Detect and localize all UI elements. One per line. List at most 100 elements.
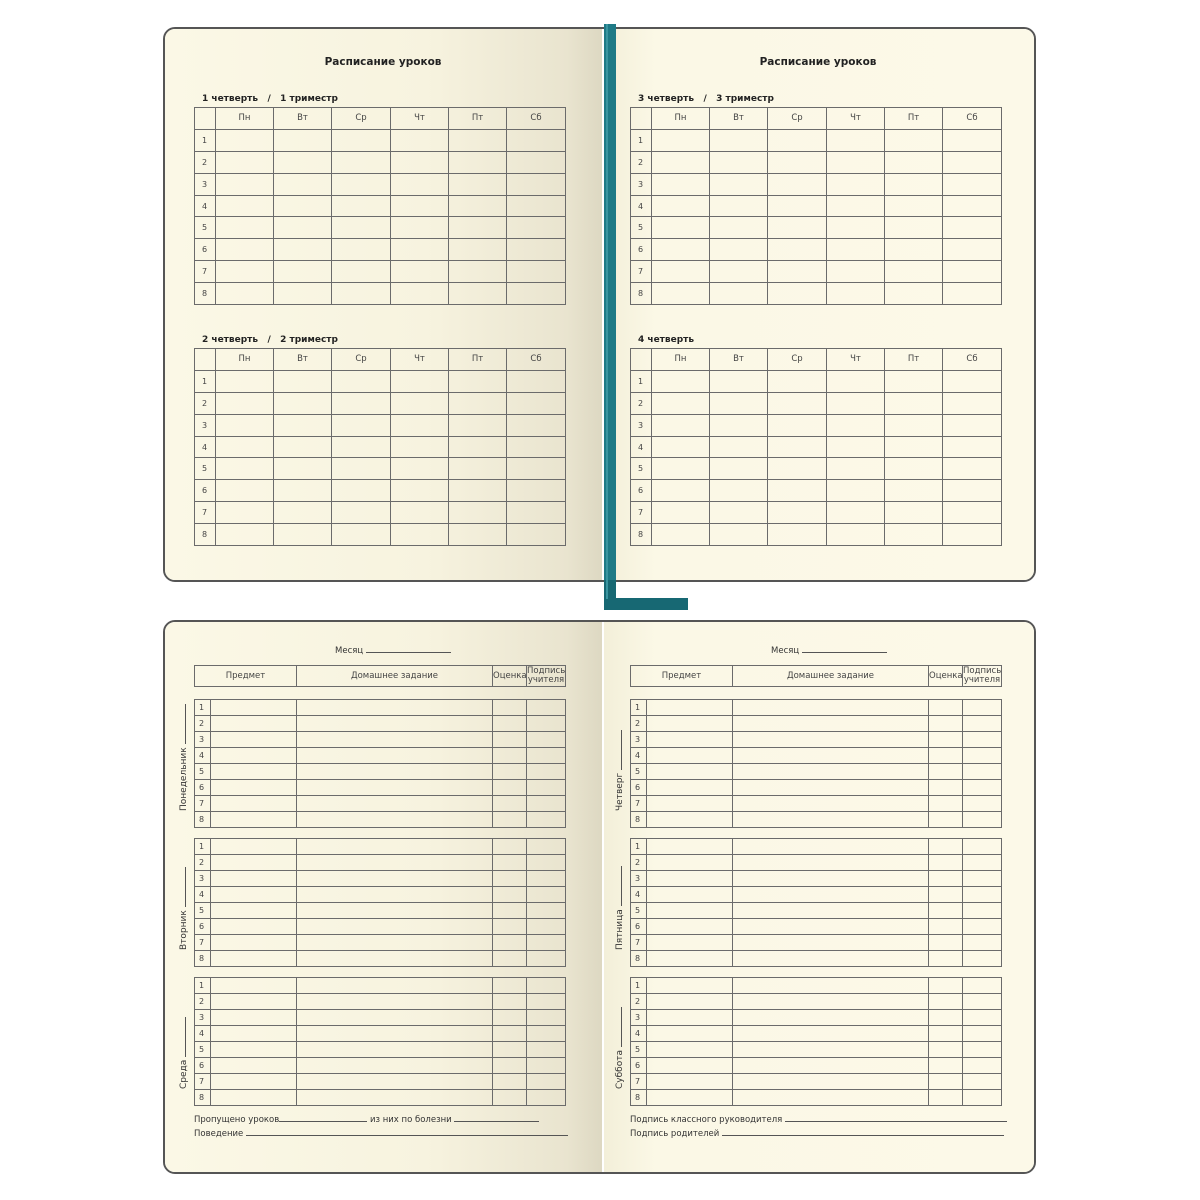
teacher-signature-cell[interactable] [526, 1089, 566, 1106]
homework-cell[interactable] [296, 779, 493, 796]
homework-cell[interactable] [296, 854, 493, 871]
teacher-signature-cell[interactable] [526, 715, 566, 732]
subject-cell[interactable] [210, 731, 297, 748]
homework-cell[interactable] [732, 811, 929, 828]
subject-cell[interactable] [210, 747, 297, 764]
teacher-signature-cell[interactable] [962, 1025, 1002, 1042]
grade-cell[interactable] [492, 763, 527, 780]
homework-cell[interactable] [732, 1041, 929, 1058]
grade-cell[interactable] [928, 1089, 963, 1106]
subject-cell[interactable] [210, 1073, 297, 1090]
subject-cell[interactable] [646, 918, 733, 935]
homework-cell[interactable] [732, 795, 929, 812]
grade-cell[interactable] [492, 1073, 527, 1090]
schedule-cell[interactable] [942, 457, 1002, 481]
teacher-signature-cell[interactable] [962, 838, 1002, 855]
grade-cell[interactable] [928, 854, 963, 871]
subject-cell[interactable] [646, 854, 733, 871]
subject-cell[interactable] [646, 934, 733, 951]
subject-cell[interactable] [646, 870, 733, 887]
grade-cell[interactable] [492, 795, 527, 812]
teacher-signature-cell[interactable] [962, 902, 1002, 919]
subject-cell[interactable] [646, 1073, 733, 1090]
grade-cell[interactable] [492, 902, 527, 919]
schedule-cell[interactable] [506, 391, 566, 415]
teacher-signature-cell[interactable] [526, 779, 566, 796]
grade-cell[interactable] [492, 918, 527, 935]
teacher-signature-cell[interactable] [962, 1073, 1002, 1090]
teacher-signature-field[interactable]: Подпись классного руководителя [630, 1115, 1007, 1125]
teacher-signature-cell[interactable] [962, 763, 1002, 780]
grade-cell[interactable] [492, 993, 527, 1010]
homework-cell[interactable] [732, 715, 929, 732]
teacher-signature-cell[interactable] [526, 1009, 566, 1026]
day-date-line[interactable] [621, 729, 622, 770]
subject-cell[interactable] [210, 886, 297, 903]
subject-cell[interactable] [210, 902, 297, 919]
homework-cell[interactable] [732, 918, 929, 935]
grade-cell[interactable] [928, 811, 963, 828]
subject-cell[interactable] [646, 1057, 733, 1074]
homework-cell[interactable] [732, 854, 929, 871]
teacher-signature-cell[interactable] [962, 934, 1002, 951]
schedule-cell[interactable] [942, 479, 1002, 503]
teacher-signature-cell[interactable] [962, 1041, 1002, 1058]
schedule-cell[interactable] [506, 523, 566, 547]
parents-signature-field[interactable]: Подпись родителей [630, 1129, 1005, 1139]
teacher-signature-cell[interactable] [962, 715, 1002, 732]
teacher-signature-cell[interactable] [962, 747, 1002, 764]
homework-cell[interactable] [296, 763, 493, 780]
teacher-signature-cell[interactable] [962, 795, 1002, 812]
schedule-cell[interactable] [506, 238, 566, 262]
grade-cell[interactable] [928, 870, 963, 887]
grade-cell[interactable] [928, 993, 963, 1010]
grade-cell[interactable] [928, 699, 963, 716]
subject-cell[interactable] [210, 1057, 297, 1074]
homework-cell[interactable] [732, 779, 929, 796]
schedule-cell[interactable] [942, 238, 1002, 262]
grade-cell[interactable] [928, 886, 963, 903]
teacher-signature-cell[interactable] [526, 1041, 566, 1058]
schedule-cell[interactable] [942, 260, 1002, 284]
teacher-signature-cell[interactable] [526, 1057, 566, 1074]
homework-cell[interactable] [296, 1025, 493, 1042]
homework-cell[interactable] [732, 902, 929, 919]
day-date-line[interactable] [621, 866, 622, 907]
subject-cell[interactable] [646, 715, 733, 732]
schedule-cell[interactable] [942, 282, 1002, 306]
subject-cell[interactable] [646, 1025, 733, 1042]
homework-cell[interactable] [296, 699, 493, 716]
subject-cell[interactable] [646, 811, 733, 828]
grade-cell[interactable] [928, 902, 963, 919]
subject-cell[interactable] [210, 854, 297, 871]
teacher-signature-cell[interactable] [526, 902, 566, 919]
grade-cell[interactable] [492, 1057, 527, 1074]
schedule-cell[interactable] [506, 413, 566, 437]
subject-cell[interactable] [646, 1041, 733, 1058]
subject-cell[interactable] [210, 811, 297, 828]
subject-cell[interactable] [646, 1089, 733, 1106]
grade-cell[interactable] [928, 731, 963, 748]
subject-cell[interactable] [646, 699, 733, 716]
teacher-signature-cell[interactable] [962, 993, 1002, 1010]
grade-cell[interactable] [928, 838, 963, 855]
teacher-signature-cell[interactable] [526, 795, 566, 812]
schedule-cell[interactable] [506, 479, 566, 503]
teacher-signature-cell[interactable] [526, 870, 566, 887]
homework-cell[interactable] [732, 870, 929, 887]
grade-cell[interactable] [928, 795, 963, 812]
subject-cell[interactable] [210, 1041, 297, 1058]
subject-cell[interactable] [210, 779, 297, 796]
homework-cell[interactable] [296, 870, 493, 887]
teacher-signature-cell[interactable] [526, 811, 566, 828]
homework-cell[interactable] [732, 1073, 929, 1090]
schedule-cell[interactable] [942, 391, 1002, 415]
homework-cell[interactable] [296, 838, 493, 855]
teacher-signature-cell[interactable] [962, 699, 1002, 716]
homework-cell[interactable] [732, 763, 929, 780]
homework-cell[interactable] [732, 950, 929, 967]
teacher-signature-cell[interactable] [962, 731, 1002, 748]
grade-cell[interactable] [928, 763, 963, 780]
grade-cell[interactable] [492, 715, 527, 732]
teacher-signature-cell[interactable] [526, 993, 566, 1010]
